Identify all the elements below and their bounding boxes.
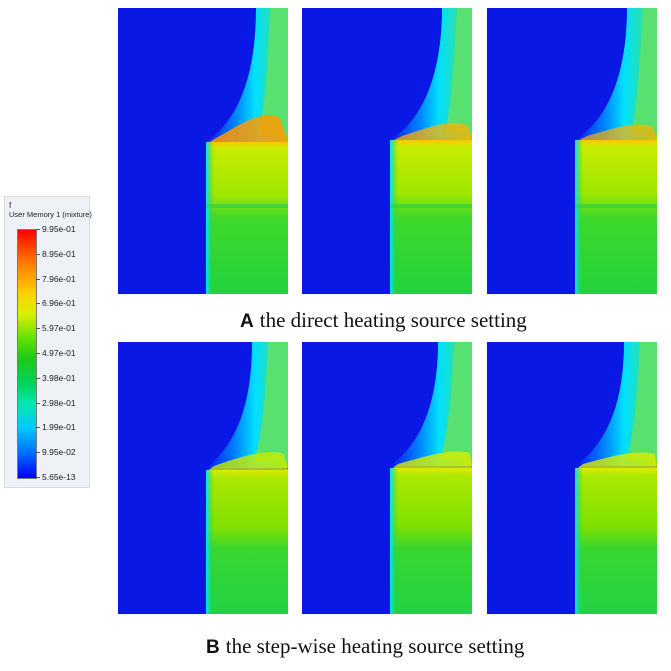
legend-tick-label: 6.96e-01 [42, 298, 76, 309]
legend-tick-label: 2.98e-01 [42, 397, 76, 408]
legend-tick-label: 1.99e-01 [42, 422, 76, 433]
legend-tick-label: 3.98e-01 [42, 372, 76, 383]
legend-tick-label: 9.95e-02 [42, 447, 76, 458]
contour-a-1 [118, 8, 288, 294]
color-legend: f User Memory 1 (mixture) 9.95e-01 8.95e-… [4, 196, 92, 488]
legend-tick [36, 353, 40, 354]
legend-variable: f [9, 201, 12, 210]
legend-tick [36, 452, 40, 454]
legend-tick-label: 4.97e-01 [42, 348, 76, 358]
contour-a-3 [487, 8, 657, 294]
legend-tick [36, 278, 40, 280]
legend-tick-label: 9.95e-01 [42, 224, 76, 234]
legend-tick [36, 303, 40, 305]
legend-color-bar [17, 229, 37, 479]
caption-a-tag: A [240, 311, 254, 332]
contour-b-3 [487, 342, 657, 614]
caption-b-text: the step-wise heating source setting [225, 634, 525, 658]
caption-b-tag: B [206, 637, 220, 658]
legend-tick [36, 477, 40, 478]
legend-tick [36, 377, 40, 379]
legend-tick [36, 427, 40, 429]
legend-tick [36, 328, 40, 330]
contour-b-2 [302, 342, 472, 614]
legend-tick-label: 7.96e-01 [42, 273, 76, 284]
legend-tick [36, 253, 40, 255]
caption-a-text: the direct heating source setting [259, 308, 527, 332]
contour-b-1 [118, 342, 288, 614]
legend-tick-label: 5.65e-13 [42, 472, 76, 482]
legend-tick [36, 229, 40, 230]
legend-tick-label: 8.95e-01 [42, 248, 76, 259]
contour-a-2 [302, 8, 472, 294]
legend-title: User Memory 1 (mixture) [9, 210, 92, 219]
legend-tick-label: 5.97e-01 [42, 323, 76, 334]
legend-tick [36, 402, 40, 404]
